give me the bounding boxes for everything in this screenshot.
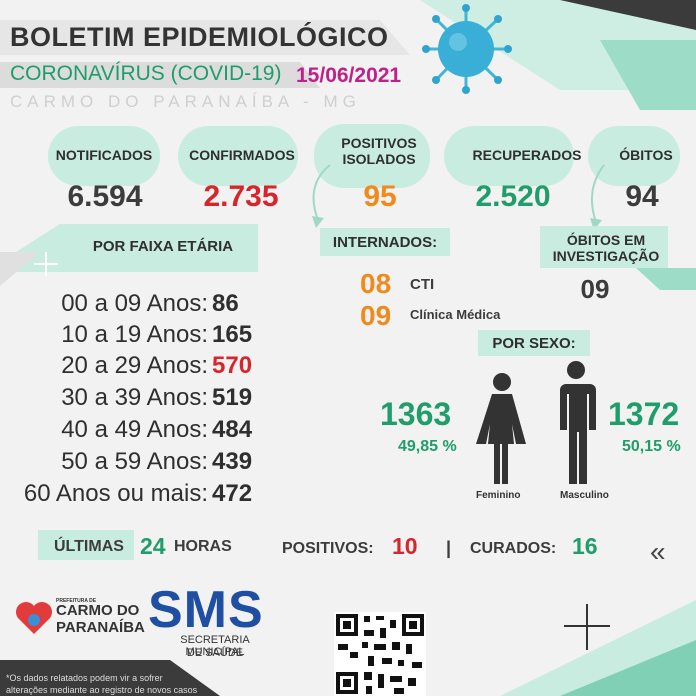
age-value: 472 bbox=[212, 480, 253, 507]
age-value: 439 bbox=[212, 448, 253, 475]
chevron-left-icon: « bbox=[650, 536, 666, 567]
cti-label: CTI bbox=[410, 276, 435, 293]
sms-logo: SMS bbox=[148, 581, 264, 639]
positivos-label-2: ISOLADOS bbox=[342, 151, 416, 167]
positivos-24h-label: POSITIVOS: bbox=[282, 540, 374, 557]
age-row: 50 a 59 Anos: 439 bbox=[0, 448, 270, 476]
masculino-percent: 50,15 % bbox=[622, 438, 681, 455]
obitos-value: 94 bbox=[625, 180, 659, 213]
age-label: 20 a 29 Anos: bbox=[61, 352, 208, 379]
age-row: 20 a 29 Anos: 570 bbox=[0, 352, 270, 380]
positivos-24h-value: 10 bbox=[392, 533, 418, 559]
coronavirus-icon bbox=[422, 4, 512, 94]
age-label: 40 a 49 Anos: bbox=[61, 416, 208, 443]
sexo-title: POR SEXO: bbox=[492, 335, 576, 352]
heart-logo-icon bbox=[16, 602, 52, 634]
sms-line2: DE SAÚDE bbox=[186, 647, 244, 659]
age-row: 40 a 49 Anos: 484 bbox=[0, 416, 270, 444]
positivos-badge bbox=[314, 124, 430, 188]
age-label: 60 Anos ou mais: bbox=[23, 480, 208, 507]
sms-line1: SECRETARIA MUNICIPAL bbox=[180, 634, 250, 658]
recuperados-value: 2.520 bbox=[475, 180, 551, 213]
age-label: 30 a 39 Anos: bbox=[61, 384, 208, 411]
positivos-value: 95 bbox=[363, 180, 397, 213]
ultimas-banner bbox=[38, 530, 134, 560]
internados-title: INTERNADOS: bbox=[332, 234, 438, 251]
male-icon bbox=[560, 361, 596, 484]
feminino-percent: 49,85 % bbox=[398, 438, 457, 455]
age-value: 519 bbox=[212, 384, 253, 411]
notificados-badge bbox=[48, 126, 160, 186]
feminino-label: Feminino bbox=[476, 490, 521, 501]
obitos-label: ÓBITOS bbox=[619, 147, 673, 163]
investigacao-value: 09 bbox=[580, 274, 610, 304]
disclaimer-line1: *Os dados relatados podem vir a sofrer bbox=[6, 673, 163, 683]
confirmados-badge bbox=[178, 126, 298, 186]
age-label: 00 a 09 Anos: bbox=[61, 290, 208, 317]
qr-code[interactable] bbox=[334, 612, 426, 696]
curados-24h-label: CURADOS: bbox=[470, 540, 557, 557]
faixa-banner bbox=[0, 224, 258, 286]
ultimas-hours: 24 bbox=[140, 533, 166, 559]
covid-subtitle: CORONAVÍRUS (COVID-19) bbox=[10, 62, 282, 85]
bulletin-date: 15/06/2021 bbox=[296, 64, 402, 87]
sexo-banner bbox=[478, 330, 590, 356]
internados-banner bbox=[320, 228, 450, 256]
ultimas-prefix: ÚLTIMAS bbox=[54, 538, 124, 555]
age-row: 60 Anos ou mais: 472 bbox=[0, 480, 270, 508]
clinica-label: Clínica Médica bbox=[410, 307, 501, 322]
curados-24h-value: 16 bbox=[572, 533, 598, 559]
header-decoration bbox=[0, 0, 696, 110]
separator: | bbox=[446, 538, 452, 558]
ultimas-suffix: HORAS bbox=[174, 538, 232, 555]
age-value: 86 bbox=[212, 290, 239, 317]
age-label: 10 a 19 Anos: bbox=[61, 321, 208, 348]
carmo-line1: CARMO DO bbox=[56, 602, 140, 619]
female-icon bbox=[476, 373, 526, 484]
recuperados-badge bbox=[444, 126, 574, 186]
age-value: 484 bbox=[212, 416, 253, 443]
faixa-title: POR FAIXA ETÁRIA bbox=[92, 238, 234, 255]
carmo-line2: PARANAÍBA bbox=[56, 619, 145, 636]
confirmados-label: CONFIRMADOS bbox=[189, 147, 295, 163]
disclaimer-line2: alterações mediante ao registro de novos… bbox=[6, 685, 198, 695]
confirmados-value: 2.735 bbox=[203, 180, 279, 213]
age-row: 30 a 39 Anos: 519 bbox=[0, 384, 270, 412]
city-name: CARMO DO PARANAÍBA - MG bbox=[10, 92, 361, 111]
positivos-label-1: POSITIVOS bbox=[341, 135, 417, 151]
notificados-label: NOTIFICADOS bbox=[55, 147, 153, 163]
masculino-count: 1372 bbox=[608, 396, 680, 432]
age-label: 50 a 59 Anos: bbox=[61, 448, 208, 475]
age-value: 570 bbox=[212, 352, 253, 379]
footer-decoration bbox=[0, 600, 696, 696]
age-value: 165 bbox=[212, 321, 253, 348]
feminino-count: 1363 bbox=[380, 396, 452, 432]
prefeitura-small: PREFEITURA DE bbox=[56, 598, 97, 604]
age-row: 00 a 09 Anos: 86 bbox=[0, 290, 270, 318]
investigacao-label-2: INVESTIGAÇÃO bbox=[552, 248, 660, 264]
notificados-value: 6.594 bbox=[67, 180, 143, 213]
obitos-badge bbox=[588, 126, 680, 186]
recuperados-label: RECUPERADOS bbox=[472, 147, 582, 163]
masculino-label: Masculino bbox=[560, 490, 609, 501]
bulletin-title: BOLETIM EPIDEMIOLÓGICO bbox=[10, 22, 389, 52]
clinica-value: 09 bbox=[360, 300, 392, 331]
age-row: 10 a 19 Anos: 165 bbox=[0, 321, 270, 349]
investigacao-banner bbox=[540, 226, 696, 290]
cti-value: 08 bbox=[360, 268, 392, 299]
investigacao-label-1: ÓBITOS EM bbox=[566, 232, 646, 248]
